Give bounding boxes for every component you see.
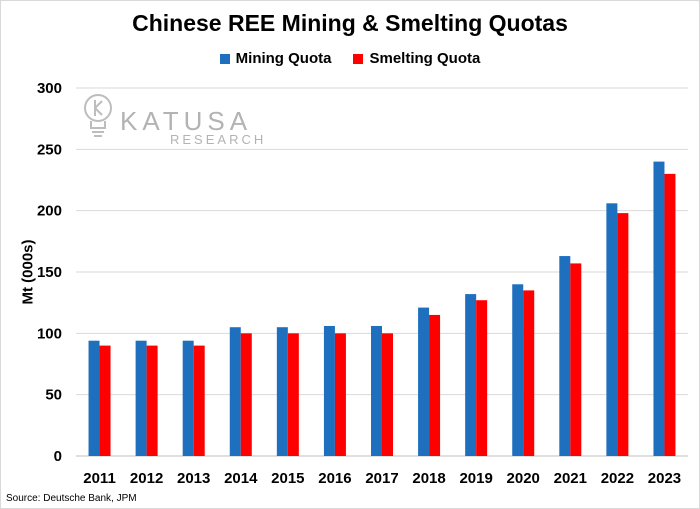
chart-legend: Mining Quota Smelting Quota [0, 50, 700, 67]
x-tick-label: 2019 [459, 470, 492, 487]
chart-title: Chinese REE Mining & Smelting Quotas [132, 10, 568, 36]
watermark: KATUSA RESEARCH [84, 94, 266, 147]
bar-smelting-2021 [570, 263, 582, 456]
bar-mining-2011 [88, 340, 100, 456]
bar-mining-2020 [512, 284, 524, 456]
bar-smelting-2015 [287, 333, 299, 456]
x-tick-label: 2018 [412, 470, 445, 487]
x-tick-labels: 2011 2012 2013 2014 2015 2016 2017 2018 2019 2020… [83, 470, 681, 487]
legend-item-smelting: Smelting Quota [353, 50, 480, 67]
x-tick-label: 2012 [130, 470, 163, 487]
bar-smelting-2023 [664, 173, 676, 456]
bar-smelting-2019 [476, 300, 488, 456]
y-tick-label: 250 [37, 141, 62, 158]
y-tick-label: 50 [45, 387, 62, 404]
x-tick-label: 2015 [271, 470, 304, 487]
bar-mining-2017 [371, 325, 382, 456]
x-tick-label: 2021 [554, 470, 587, 487]
bar-mining-2013 [182, 340, 194, 456]
x-tick-label: 2020 [507, 470, 540, 487]
bar-mining-2015 [276, 327, 288, 456]
x-tick-label: 2022 [601, 470, 634, 487]
bar-smelting-2013 [193, 345, 205, 456]
legend-swatch-smelting [353, 53, 364, 64]
y-tick-label: 0 [54, 448, 62, 465]
bars [88, 161, 676, 456]
bar-mining-2014 [229, 327, 241, 456]
x-tick-label: 2017 [365, 470, 398, 487]
source-note: Source: Deutsche Bank, JPM [6, 493, 137, 504]
x-tick-label: 2014 [224, 470, 258, 487]
legend-label-mining: Mining Quota [235, 50, 332, 67]
bar-smelting-2020 [523, 290, 535, 456]
bar-smelting-2012 [146, 345, 158, 456]
bar-mining-2018 [418, 307, 430, 456]
bar-smelting-2011 [99, 345, 111, 456]
x-tick-label: 2011 [83, 470, 116, 487]
bar-smelting-2014 [240, 333, 252, 456]
bar-smelting-2016 [334, 333, 346, 456]
x-tick-label: 2023 [648, 470, 681, 487]
bar-smelting-2022 [617, 213, 629, 456]
bar-smelting-2018 [429, 314, 441, 456]
y-tick-label: 150 [37, 264, 62, 281]
bar-mining-2021 [559, 256, 571, 456]
bar-mining-2016 [323, 325, 335, 456]
bar-mining-2023 [653, 161, 665, 456]
lightbulb-icon [84, 94, 112, 137]
legend-item-mining: Mining Quota [219, 50, 332, 67]
x-tick-label: 2016 [318, 470, 351, 487]
bar-mining-2019 [465, 294, 477, 456]
y-tick-label: 300 [37, 80, 62, 97]
watermark-sub: RESEARCH [170, 132, 266, 147]
bar-smelting-2017 [382, 333, 393, 456]
y-tick-label: 200 [37, 203, 62, 220]
bar-mining-2022 [606, 203, 618, 456]
watermark-brand: KATUSA [120, 106, 252, 136]
legend-label-smelting: Smelting Quota [369, 50, 481, 67]
x-tick-label: 2013 [177, 470, 210, 487]
y-tick-label: 100 [37, 325, 62, 342]
legend-swatch-mining [219, 53, 230, 64]
bar-mining-2012 [135, 340, 147, 456]
y-tick-labels: 0 50 100 150 200 250 300 [37, 80, 62, 465]
